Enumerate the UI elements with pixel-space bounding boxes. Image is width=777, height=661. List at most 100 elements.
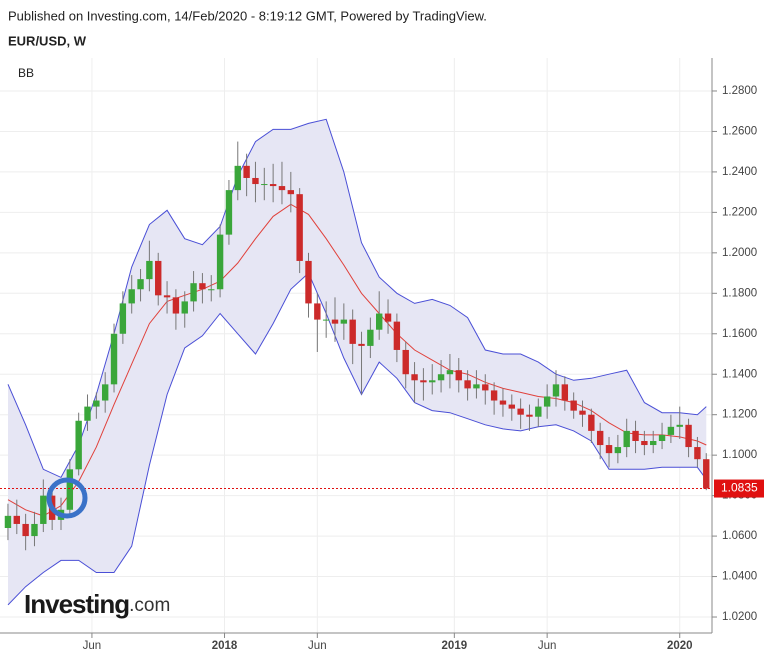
middle-band [7,203,707,517]
y-tick-label: 1.2600 [722,125,757,137]
candle-body [314,303,321,320]
candle-body [349,319,356,344]
candle-body [31,523,38,537]
y-tick-label: 1.0400 [722,571,757,583]
candle-body [146,260,153,280]
candle-body [614,447,622,454]
candle-body [437,374,445,381]
candle-body [322,319,330,321]
candle-body [261,184,268,186]
candle-body [464,380,471,389]
candle-body [517,408,524,415]
y-tick-label: 1.2000 [722,247,757,259]
y-tick-label: 1.0600 [722,530,757,542]
x-tick-label: Jun [83,640,102,652]
candle-body [216,234,224,290]
candle-body [596,430,604,446]
candle-body [40,495,47,524]
candle-body [234,165,241,191]
candle-body [243,165,250,178]
last-price-box [714,479,764,498]
plot-area: 1.02001.04001.06001.08001.10001.12001.14… [0,58,757,652]
candle-body [101,384,109,401]
highlight-circle [46,477,88,519]
candle-body [579,410,586,415]
candle-body [172,297,180,314]
published-note: Published on Investing.com, 14/Feb/2020 … [8,8,487,23]
band-fill [8,119,707,605]
candle-body [296,194,303,261]
candle-body [225,190,233,235]
candle-body [199,283,206,290]
logo-suffix: .com [129,595,170,616]
candle-body [278,186,286,191]
candle-body [526,414,533,417]
candle-body [367,329,374,346]
candle-body [473,384,480,389]
y-tick-label: 1.2800 [722,85,757,97]
candle-body [641,440,648,446]
x-tick-label: Jun [538,640,557,652]
candle-body [676,424,683,427]
candle-body [331,319,339,324]
x-tick-label: Jun [308,640,327,652]
candle-body [658,434,666,441]
candle-body [694,447,701,460]
candle-body [490,390,498,401]
candle-body [119,303,127,334]
candle-body [4,515,12,528]
candle-body [190,283,197,302]
candle-body [305,260,312,304]
y-tick-label: 1.1200 [722,409,757,421]
candle-body [482,384,489,391]
candle-body [22,523,29,537]
candle-body [269,184,277,187]
y-tick-label: 1.1400 [722,368,757,380]
candle-body [535,406,542,417]
candle-body [667,426,675,435]
candle-body [455,370,462,381]
candle-body [561,384,569,401]
candle-body [208,289,215,291]
chart-title: EUR/USD, W [8,33,87,48]
last-price-label: 1.0835 [721,481,758,495]
candle-body [181,301,188,314]
candle-body [287,190,295,195]
candle-body [110,333,118,385]
candle-body [420,380,427,383]
candle-body [588,414,595,431]
candle-body [446,370,454,375]
candle-body [623,430,630,448]
x-tick-label: 2019 [442,640,468,652]
y-tick-label: 1.2200 [722,206,757,218]
candle-body [685,424,692,448]
candle-body [84,406,91,421]
logo: Investing.com [24,589,170,619]
candle-body [66,469,74,510]
candle-body [650,440,657,446]
candle-body [703,459,710,489]
candle-body [384,313,392,322]
candle-body [499,400,507,405]
candle-body [93,400,100,407]
candle-body [508,404,515,409]
candle-body [411,374,418,381]
candle-body [252,177,259,185]
upper-band [7,118,707,479]
candle-body [163,295,171,298]
x-tick-label: 2018 [212,640,238,652]
indicator-label: BB [18,66,34,80]
y-tick-label: 1.2400 [722,166,757,178]
logo-main: Investing [24,589,129,619]
candle-body [358,343,365,346]
candle-body [155,260,162,296]
candle-body [393,321,401,350]
candle-body [402,349,409,375]
candle-body [340,319,348,324]
y-tick-label: 1.1800 [722,287,757,299]
candle-body [13,515,20,524]
candle-body [376,313,383,330]
candle-body [552,384,560,397]
y-tick-label: 1.1600 [722,328,757,340]
